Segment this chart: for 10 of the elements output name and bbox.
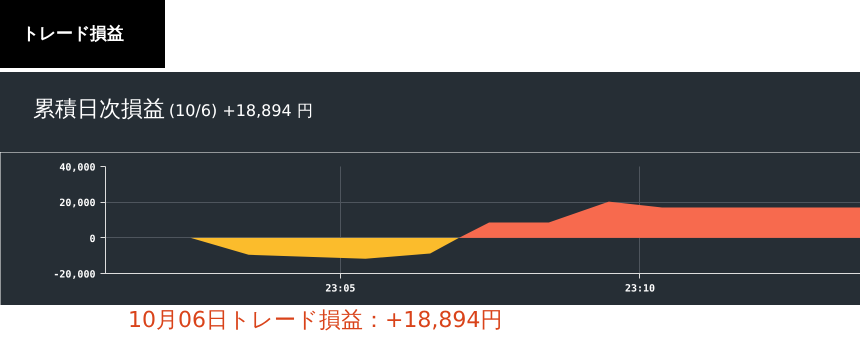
text: トレード損益 xyxy=(22,22,124,46)
x-tick-label: 23:10 xyxy=(624,284,656,294)
y-tick-label: -20,000 xyxy=(53,270,96,280)
x-tick-label: 23:05 xyxy=(325,284,356,294)
text: 10月06日トレード損益：+18,894円 xyxy=(128,307,502,335)
y-tick-label: 0 xyxy=(89,234,96,245)
y-tick-label: 40,000 xyxy=(59,162,96,174)
y-tick-label: 20,000 xyxy=(59,198,96,210)
chart-title: 累積日次損益 xyxy=(33,97,165,122)
chart-subtitle: (10/6) +18,894 円 xyxy=(168,101,313,120)
